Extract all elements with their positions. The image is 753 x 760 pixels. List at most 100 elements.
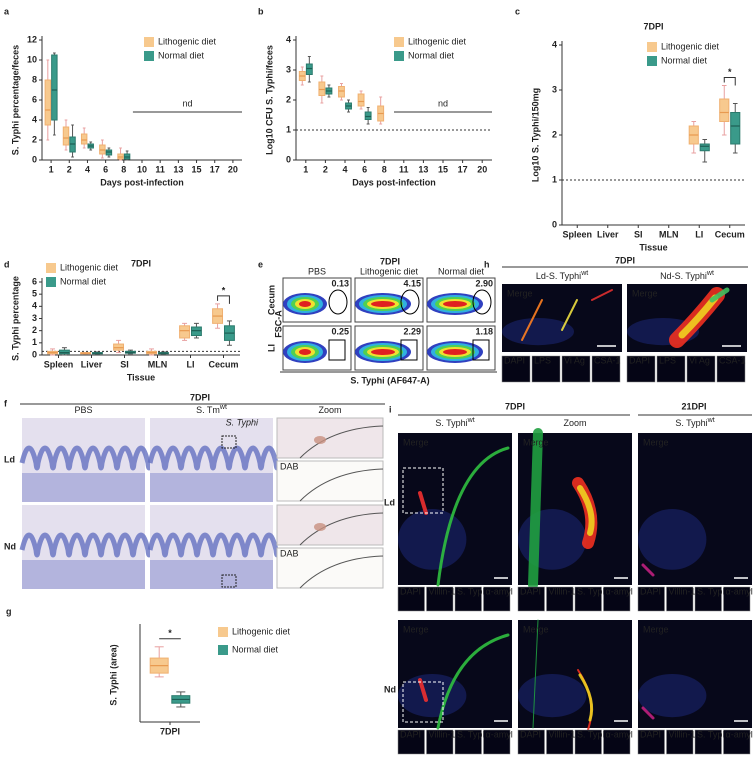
column-label-sup: wt bbox=[580, 270, 588, 277]
legend-swatch bbox=[647, 42, 657, 52]
significance-bracket bbox=[723, 77, 736, 86]
legend-label: Lithogenic diet bbox=[60, 262, 119, 272]
x-tick-label: 17 bbox=[458, 164, 468, 174]
gate bbox=[400, 339, 418, 361]
channel-label: DAPI bbox=[520, 729, 541, 739]
row-label: Ld bbox=[4, 454, 15, 464]
channel-label: S. Typhi bbox=[577, 729, 609, 739]
x-axis-label: Tissue bbox=[127, 372, 155, 382]
x-tick-label: 20 bbox=[477, 164, 487, 174]
stain-dot bbox=[314, 523, 326, 531]
annotation: * bbox=[222, 285, 226, 295]
x-tick-label: 11 bbox=[155, 164, 165, 174]
channel-label: S. Typhi bbox=[697, 586, 729, 596]
merge-label: Merge bbox=[403, 624, 429, 634]
crypts bbox=[19, 445, 153, 471]
x-tick-label: MLN bbox=[659, 229, 679, 239]
x-tick-label: 1 bbox=[49, 164, 54, 174]
channel-label: LPS bbox=[534, 355, 551, 365]
y-tick-label: 12 bbox=[27, 34, 37, 44]
annotation: * bbox=[168, 628, 172, 638]
merge-label: Merge bbox=[632, 288, 658, 298]
density-contour bbox=[299, 301, 311, 307]
box bbox=[51, 54, 58, 121]
y-tick-label: 6 bbox=[32, 276, 37, 286]
zoom-image bbox=[276, 504, 384, 546]
x-tick-label: 2 bbox=[67, 164, 72, 174]
nuclei-haze bbox=[638, 509, 707, 570]
panel-letter: a bbox=[4, 6, 10, 16]
box bbox=[113, 343, 125, 351]
channel-thumb bbox=[716, 355, 746, 383]
y-tick-label: 0 bbox=[552, 219, 557, 229]
channel-label: CSA-1 bbox=[594, 355, 621, 365]
panel-letter: f bbox=[4, 398, 8, 408]
channel-label: Villin-1 bbox=[549, 729, 576, 739]
channel-thumb bbox=[501, 355, 531, 383]
nuclei-haze bbox=[502, 318, 574, 346]
panel-letter: g bbox=[6, 606, 12, 616]
legend-swatch bbox=[394, 51, 404, 61]
y-tick-label: 2 bbox=[552, 129, 557, 139]
channel-label: S. Typhi bbox=[697, 729, 729, 739]
x-tick-label: Cecum bbox=[208, 359, 238, 369]
mucosa bbox=[150, 560, 273, 589]
box bbox=[719, 98, 730, 122]
column-label: S. Tmwt bbox=[196, 404, 227, 416]
column-label: Ld-S. Typhiwt bbox=[536, 270, 588, 282]
stain-dot bbox=[314, 436, 326, 444]
group-label: 7DPI bbox=[505, 401, 525, 411]
merge-label: Merge bbox=[507, 288, 533, 298]
nuclei-haze bbox=[638, 674, 707, 718]
channel-thumb bbox=[591, 355, 621, 383]
gate-percentage: 0.13 bbox=[331, 278, 349, 288]
column-label-main: Zoom bbox=[318, 405, 341, 415]
column-label-sup: wt bbox=[706, 270, 714, 277]
merge-label: Merge bbox=[643, 437, 669, 447]
column-label-sup: wt bbox=[707, 417, 715, 424]
legend-label: Lithogenic diet bbox=[232, 626, 291, 636]
channel-thumb bbox=[603, 586, 631, 612]
merge-label: Merge bbox=[643, 624, 669, 634]
signal bbox=[418, 678, 428, 702]
y-tick-label: 8 bbox=[32, 74, 37, 84]
box bbox=[80, 133, 88, 145]
signal bbox=[436, 633, 510, 730]
channel-thumb bbox=[626, 355, 656, 383]
channel-thumb bbox=[397, 729, 425, 755]
column-label-sup: wt bbox=[467, 417, 475, 424]
significance-bracket bbox=[217, 295, 230, 304]
x-tick-label: 8 bbox=[382, 164, 387, 174]
y-axis-label: S. Typhi percentage/feces bbox=[10, 45, 20, 155]
column-label: S. Typhiwt bbox=[675, 417, 714, 429]
channel-thumb bbox=[483, 586, 511, 612]
channel-thumb bbox=[483, 729, 511, 755]
channel-label: DAPI bbox=[520, 586, 541, 596]
y-axis-label: S. Typhi percentage bbox=[10, 276, 20, 361]
channel-thumb bbox=[517, 729, 545, 755]
y-tick-label: 10 bbox=[27, 54, 37, 64]
gate-percentage: 1.18 bbox=[475, 326, 493, 336]
channel-label: S. Typhi bbox=[457, 729, 489, 739]
zoom-image bbox=[276, 547, 384, 589]
panel-letter: d bbox=[4, 259, 10, 269]
zoom-box bbox=[221, 574, 237, 588]
stain-label: S. Typhi bbox=[226, 417, 259, 427]
x-tick-label: 13 bbox=[173, 164, 183, 174]
merge-label: Merge bbox=[523, 437, 549, 447]
legend-swatch bbox=[218, 627, 228, 637]
channel-label: α-amyl bbox=[606, 586, 633, 596]
mucosa bbox=[150, 473, 273, 502]
chart-title: 7DPI bbox=[131, 258, 151, 268]
x-axis-label: S. Typhi (AF647-A) bbox=[350, 375, 429, 385]
x-tick-label: 15 bbox=[438, 164, 448, 174]
channel-label: DAPI bbox=[400, 586, 421, 596]
x-tick-label: Liver bbox=[81, 359, 103, 369]
x-tick-label: SI bbox=[120, 359, 129, 369]
y-tick-label: 2 bbox=[32, 134, 37, 144]
x-tick-label: 10 bbox=[137, 164, 147, 174]
column-label: Zoom bbox=[563, 418, 586, 428]
channel-label: α-amyl bbox=[486, 586, 513, 596]
row-label: Nd bbox=[4, 541, 16, 551]
